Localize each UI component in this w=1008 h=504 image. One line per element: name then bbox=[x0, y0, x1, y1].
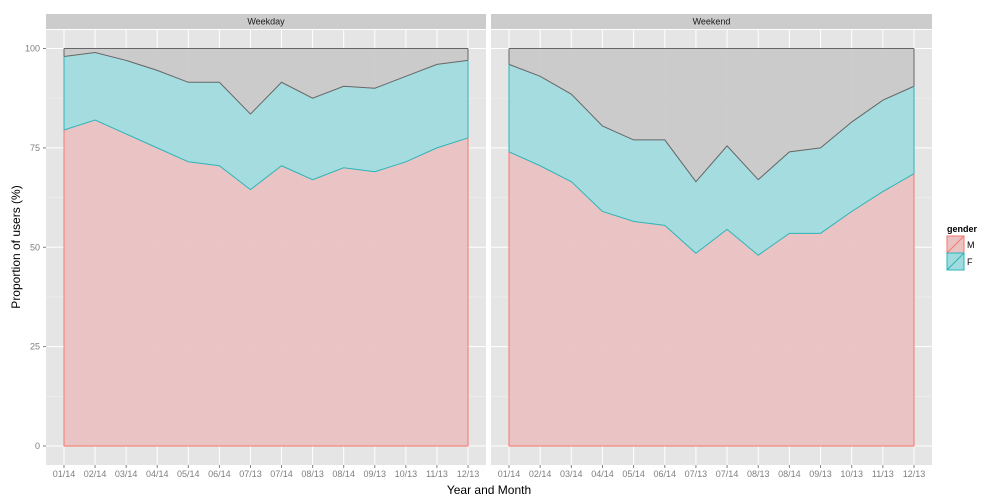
x-tick-label: 05/14 bbox=[177, 469, 200, 479]
strip-label-weekday: Weekday bbox=[247, 17, 285, 27]
x-tick-label: 01/14 bbox=[53, 469, 76, 479]
x-tick-label: 02/14 bbox=[84, 469, 107, 479]
x-tick-label: 03/14 bbox=[115, 469, 138, 479]
x-tick-label: 11/13 bbox=[426, 469, 448, 479]
line-mf-weekday bbox=[63, 51, 469, 115]
x-tick-label: 03/14 bbox=[560, 469, 583, 479]
x-axis-title: Year and Month bbox=[447, 483, 531, 497]
line-m-weekend bbox=[508, 151, 915, 256]
y-axis-title: Proportion of users (%) bbox=[9, 185, 23, 308]
y-tick-label: 25 bbox=[30, 342, 40, 352]
legend-item-m: M bbox=[946, 235, 975, 254]
y-tick-label: 0 bbox=[35, 441, 40, 451]
x-tick-label: 12/13 bbox=[457, 469, 480, 479]
x-tick-label: 09/13 bbox=[364, 469, 387, 479]
x-tick-label: 06/14 bbox=[208, 469, 231, 479]
strip-label-weekend: Weekend bbox=[693, 17, 731, 27]
x-tick-label: 04/14 bbox=[146, 469, 169, 479]
line-m-weekday bbox=[63, 119, 469, 191]
legend-item-f: F bbox=[946, 252, 973, 271]
y-tick-label: 100 bbox=[25, 44, 40, 54]
area-f-weekday bbox=[64, 52, 468, 190]
x-tick-label: 08/13 bbox=[301, 469, 324, 479]
strip-weekend bbox=[491, 14, 932, 29]
outline-m-weekend bbox=[508, 151, 915, 447]
area-rest-weekday bbox=[64, 48, 468, 115]
x-tick-label: 07/13 bbox=[239, 469, 262, 479]
area-m-weekend bbox=[509, 151, 914, 446]
x-tick-label: 07/14 bbox=[716, 469, 739, 479]
y-tick-label: 75 bbox=[30, 143, 40, 153]
area-f-weekend bbox=[509, 64, 914, 256]
x-tick-label: 08/14 bbox=[332, 469, 355, 479]
x-tick-label: 09/13 bbox=[809, 469, 832, 479]
x-tick-label: 10/13 bbox=[395, 469, 418, 479]
x-tick-label: 01/14 bbox=[498, 469, 521, 479]
legend-label-m: M bbox=[967, 240, 975, 250]
line-mf-weekend bbox=[508, 63, 915, 183]
panels-layer: Weekday 01/14 02/14 03/14 04/14 05/14 06/14 07/… bbox=[25, 14, 932, 479]
x-tick-label: 06/14 bbox=[654, 469, 677, 479]
x-tick-label: 04/14 bbox=[591, 469, 614, 479]
legend-key-f-slash bbox=[947, 253, 964, 270]
x-tick-label: 02/14 bbox=[529, 469, 552, 479]
legend-label-f: F bbox=[967, 257, 973, 267]
legend-key-m-slash bbox=[947, 236, 964, 253]
x-tick-label: 07/14 bbox=[270, 469, 293, 479]
area-m-weekday bbox=[64, 120, 468, 447]
x-tick-label: 08/14 bbox=[778, 469, 801, 479]
panel-weekday: Weekday 01/14 02/14 03/14 04/14 05/14 06/14 07/… bbox=[25, 14, 486, 479]
x-tick-label: 10/13 bbox=[840, 469, 863, 479]
x-tick-label: 12/13 bbox=[903, 469, 926, 479]
x-tick-label: 08/13 bbox=[747, 469, 770, 479]
x-tick-label: 07/13 bbox=[685, 469, 708, 479]
outline-m-weekday bbox=[63, 129, 469, 447]
panel-weekend: Weekend 01/14 02/14 03/14 04/14 05/14 06/14 07/… bbox=[491, 14, 932, 479]
legend: gender M F bbox=[946, 224, 978, 271]
x-tick-label: 11/13 bbox=[872, 469, 894, 479]
y-tick-label: 50 bbox=[30, 242, 40, 252]
x-tick-label: 05/14 bbox=[622, 469, 645, 479]
strip-weekday bbox=[46, 14, 486, 29]
legend-title: gender bbox=[947, 224, 978, 234]
